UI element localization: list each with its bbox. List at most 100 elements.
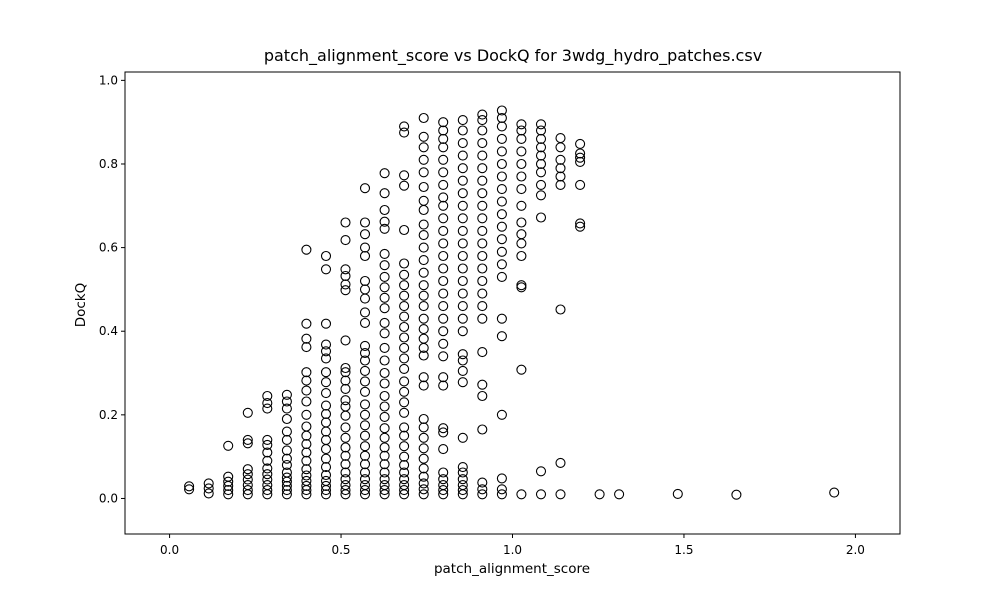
scatter-point [457, 301, 468, 312]
scatter-point [340, 217, 351, 228]
scatter-point [418, 478, 429, 489]
scatter-point [320, 318, 332, 329]
scatter-point [535, 466, 547, 477]
scatter-point [555, 304, 566, 315]
scatter-point [457, 238, 468, 249]
scatter-point [379, 248, 390, 259]
scatter-point [262, 390, 273, 402]
scatter-point [477, 275, 488, 287]
scatter-point [555, 133, 566, 144]
x-tick-label: 0.5 [331, 543, 350, 557]
scatter-point [477, 313, 488, 324]
scatter-point [379, 432, 390, 443]
scatter-point [477, 477, 488, 488]
scatter-point [281, 434, 292, 445]
scatter-point [477, 115, 488, 126]
scatter-point [340, 480, 351, 491]
scatter-point [223, 476, 234, 487]
scatter-point [399, 397, 410, 408]
scatter-point [359, 430, 371, 441]
scatter-point [359, 307, 371, 318]
scatter-point [438, 133, 449, 144]
scatter-point [418, 413, 429, 425]
scatter-point [379, 216, 390, 227]
scatter-point [203, 478, 214, 489]
scatter-point [281, 426, 292, 437]
scatter-point [379, 260, 390, 271]
scatter-point [535, 212, 547, 223]
scatter-point [320, 339, 332, 350]
scatter-point [399, 480, 410, 491]
scatter-point [320, 417, 332, 428]
scatter-point [379, 168, 390, 179]
scatter-point [457, 263, 468, 274]
scatter-point [399, 311, 410, 322]
scatter-point [399, 180, 410, 191]
scatter-point [359, 284, 371, 295]
y-axis-label: DockQ [73, 282, 89, 328]
scatter-point [535, 158, 547, 170]
scatter-point [438, 179, 449, 190]
scatter-point [418, 219, 429, 230]
scatter-point [340, 442, 351, 453]
scatter-point [399, 342, 410, 353]
scatter-point [535, 125, 547, 136]
scatter-point [399, 290, 410, 301]
scatter-point [320, 480, 332, 491]
scatter-point [379, 459, 390, 470]
scatter-point [281, 489, 292, 500]
scatter-point [359, 441, 371, 452]
scatter-point [301, 489, 312, 500]
scatter-point [438, 423, 449, 434]
scatter-point [438, 192, 449, 203]
scatter-point [535, 150, 547, 161]
scatter-point [399, 170, 410, 181]
scatter-point [535, 167, 547, 178]
scatter-point [379, 390, 390, 402]
scatter-point [262, 480, 273, 491]
scatter-point [379, 282, 390, 293]
scatter-point [457, 326, 468, 337]
scatter-point [242, 474, 253, 485]
scatter-point [535, 489, 547, 500]
scatter-point [438, 238, 449, 249]
scatter-point [496, 489, 507, 500]
chart-title: patch_alignment_score vs DockQ for 3wdg_… [263, 46, 763, 65]
scatter-point [301, 342, 312, 353]
scatter-point [301, 244, 312, 255]
scatter-point [340, 410, 351, 421]
scatter-point [262, 485, 273, 496]
scatter-point [457, 213, 468, 224]
scatter-point [516, 171, 527, 182]
scatter-point [457, 150, 468, 161]
scatter-point [418, 372, 429, 383]
scatter-point [301, 470, 312, 481]
x-tick-label: 2.0 [846, 543, 865, 557]
scatter-point [438, 326, 449, 337]
scatter-point [379, 292, 390, 303]
scatter-point [359, 420, 371, 431]
scatter-point [320, 388, 332, 399]
scatter-point [262, 474, 273, 485]
scatter-point [438, 444, 449, 455]
scatter-point [516, 158, 527, 170]
scatter-point [320, 462, 332, 473]
scatter-point [418, 350, 429, 361]
scatter-point [418, 313, 429, 324]
scatter-point [340, 432, 351, 443]
scatter-point [575, 156, 586, 167]
scatter-point [223, 489, 234, 500]
scatter-point [379, 411, 390, 422]
scatter-point [496, 409, 507, 420]
scatter-point [320, 264, 332, 275]
scatter-point [379, 450, 390, 461]
scatter-point [516, 217, 527, 228]
scatter-point [535, 142, 547, 153]
y-tick-label: 0.4 [99, 324, 118, 338]
scatter-point [379, 204, 390, 216]
scatter-point [477, 484, 488, 495]
scatter-point [535, 190, 547, 201]
scatter-point [457, 250, 468, 262]
scatter-point [320, 408, 332, 420]
scatter-point [320, 346, 332, 357]
